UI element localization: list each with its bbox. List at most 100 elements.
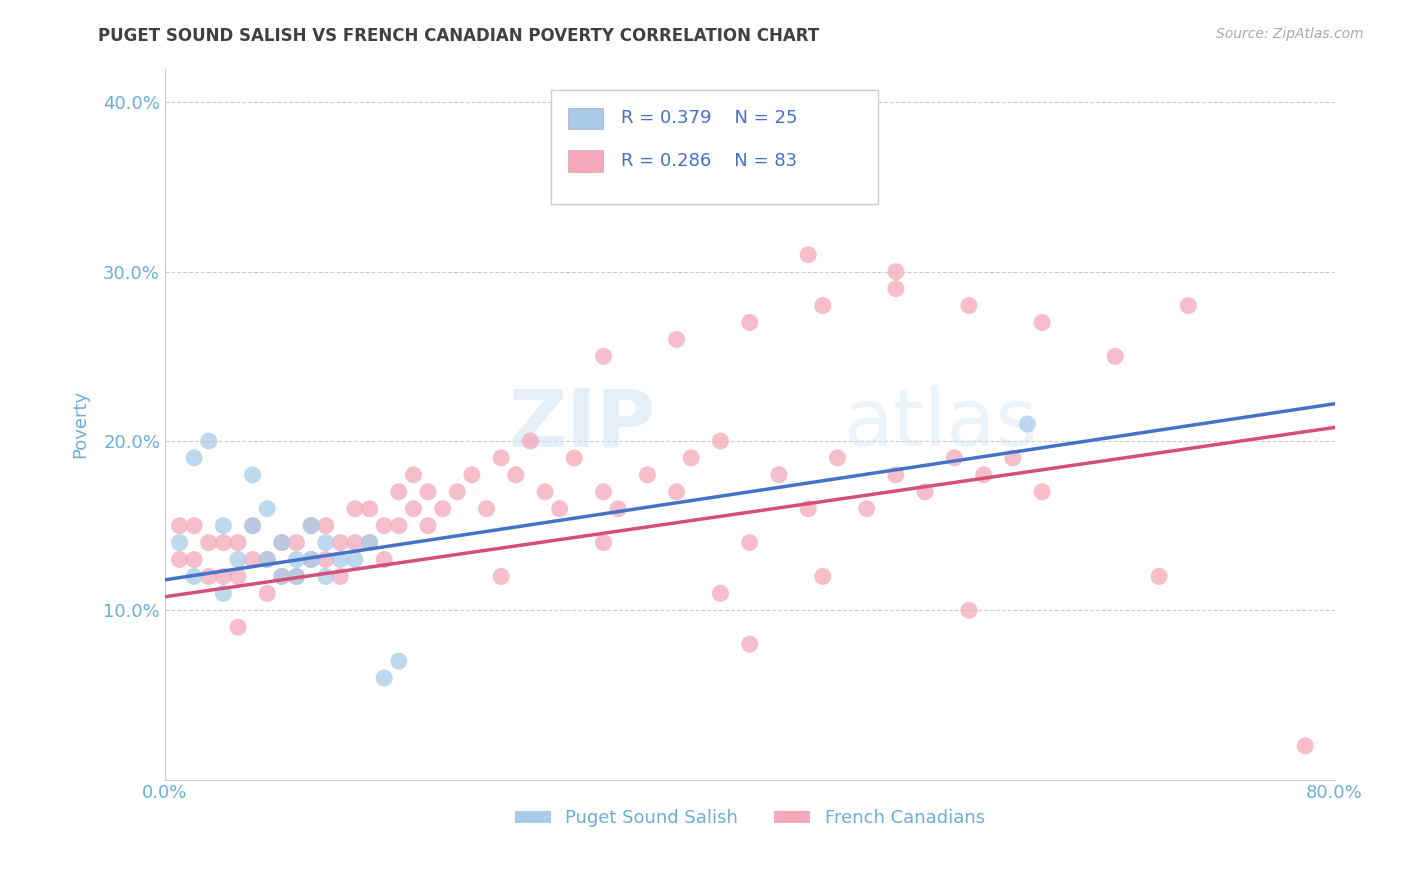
Point — [884, 467, 907, 482]
Point — [183, 518, 205, 533]
Point — [315, 535, 337, 549]
Point — [388, 518, 411, 533]
Point — [315, 518, 337, 533]
Point — [270, 535, 292, 549]
Point — [388, 654, 411, 668]
Point — [315, 552, 337, 566]
Text: ZIP: ZIP — [509, 385, 657, 463]
Point — [855, 501, 877, 516]
Point — [242, 518, 264, 533]
Point — [1001, 450, 1024, 465]
Point — [285, 569, 308, 583]
Bar — [568, 108, 603, 129]
Point — [943, 450, 966, 465]
Point — [1294, 739, 1316, 753]
Point — [373, 671, 395, 685]
Point — [811, 569, 834, 583]
Point — [461, 467, 484, 482]
Point — [402, 501, 425, 516]
Point — [709, 586, 731, 600]
Point — [256, 501, 278, 516]
Point — [884, 282, 907, 296]
Point — [256, 586, 278, 600]
Point — [1031, 316, 1053, 330]
Point — [183, 450, 205, 465]
Point — [270, 569, 292, 583]
Point — [402, 467, 425, 482]
Point — [505, 467, 527, 482]
Point — [242, 467, 264, 482]
Point — [592, 349, 614, 363]
Point — [1017, 417, 1039, 431]
Point — [226, 552, 249, 566]
Point — [475, 501, 498, 516]
Point — [270, 569, 292, 583]
FancyBboxPatch shape — [551, 90, 879, 203]
Point — [665, 484, 688, 499]
Point — [416, 484, 439, 499]
Bar — [568, 150, 603, 171]
Point — [169, 535, 191, 549]
Point — [242, 552, 264, 566]
Legend: Puget Sound Salish, French Canadians: Puget Sound Salish, French Canadians — [508, 802, 993, 835]
Text: R = 0.286    N = 83: R = 0.286 N = 83 — [621, 152, 797, 170]
Point — [212, 586, 235, 600]
Point — [636, 467, 658, 482]
Point — [797, 248, 820, 262]
Point — [197, 434, 219, 448]
Point — [548, 501, 571, 516]
Point — [256, 552, 278, 566]
Point — [183, 569, 205, 583]
Point — [169, 552, 191, 566]
Point — [489, 450, 512, 465]
Point — [169, 518, 191, 533]
Point — [973, 467, 995, 482]
Point — [562, 450, 585, 465]
Point — [373, 518, 395, 533]
Point — [212, 518, 235, 533]
Point — [299, 552, 322, 566]
Point — [1031, 484, 1053, 499]
Point — [432, 501, 454, 516]
Point — [285, 569, 308, 583]
Point — [797, 501, 820, 516]
Point — [256, 552, 278, 566]
Point — [416, 518, 439, 533]
Point — [329, 569, 352, 583]
Point — [197, 535, 219, 549]
Point — [1177, 299, 1199, 313]
Point — [212, 535, 235, 549]
Point — [242, 518, 264, 533]
Point — [329, 535, 352, 549]
Text: Source: ZipAtlas.com: Source: ZipAtlas.com — [1216, 27, 1364, 41]
Point — [709, 434, 731, 448]
Point — [226, 535, 249, 549]
Point — [446, 484, 468, 499]
Point — [343, 552, 366, 566]
Point — [1104, 349, 1126, 363]
Point — [270, 535, 292, 549]
Point — [359, 535, 381, 549]
Point — [957, 603, 980, 617]
Point — [811, 299, 834, 313]
Point — [738, 316, 761, 330]
Text: atlas: atlas — [844, 385, 1038, 463]
Point — [768, 467, 790, 482]
Point — [1147, 569, 1170, 583]
Point — [359, 501, 381, 516]
Point — [373, 552, 395, 566]
Point — [197, 569, 219, 583]
Point — [183, 552, 205, 566]
Y-axis label: Poverty: Poverty — [72, 390, 89, 458]
Point — [299, 552, 322, 566]
Point — [285, 552, 308, 566]
Point — [681, 450, 703, 465]
Point — [299, 518, 322, 533]
Point — [299, 518, 322, 533]
Point — [388, 484, 411, 499]
Point — [738, 637, 761, 651]
Point — [592, 484, 614, 499]
Point — [343, 501, 366, 516]
Point — [957, 299, 980, 313]
Point — [519, 434, 541, 448]
